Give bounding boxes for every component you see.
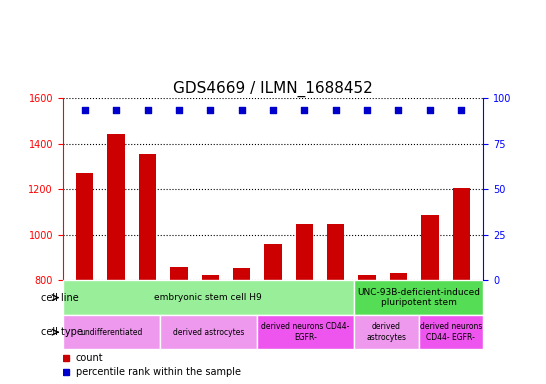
Text: derived
astrocytes: derived astrocytes	[366, 323, 406, 342]
Bar	[453, 188, 470, 280]
Text: cell type: cell type	[41, 327, 82, 337]
Point	[112, 107, 121, 113]
Bar	[139, 154, 156, 280]
Bar	[390, 273, 407, 280]
Title: GDS4669 / ILMN_1688452: GDS4669 / ILMN_1688452	[173, 80, 373, 96]
Text: derived neurons
CD44- EGFR-: derived neurons CD44- EGFR-	[420, 323, 482, 342]
Text: percentile rank within the sample: percentile rank within the sample	[76, 367, 241, 377]
Text: count: count	[76, 353, 103, 363]
Bar	[233, 268, 250, 280]
Point	[363, 107, 371, 113]
Bar	[354, 280, 483, 315]
Text: embryonic stem cell H9: embryonic stem cell H9	[155, 293, 262, 302]
Point	[394, 107, 403, 113]
Bar	[359, 275, 376, 280]
Bar	[63, 315, 160, 349]
Text: derived neurons CD44-
EGFR-: derived neurons CD44- EGFR-	[261, 323, 349, 342]
Bar	[160, 315, 257, 349]
Bar	[201, 275, 219, 280]
Bar	[296, 225, 313, 280]
Text: undifferentiated: undifferentiated	[80, 328, 143, 337]
Point	[238, 107, 246, 113]
Bar	[354, 315, 419, 349]
Point	[269, 107, 277, 113]
Bar	[170, 266, 187, 280]
Point	[175, 107, 183, 113]
Bar	[327, 225, 345, 280]
Text: UNC-93B-deficient-induced
pluripotent stem: UNC-93B-deficient-induced pluripotent st…	[357, 288, 480, 307]
Point	[206, 107, 215, 113]
Point	[425, 107, 434, 113]
Bar	[257, 315, 354, 349]
Bar	[422, 215, 438, 280]
Point	[331, 107, 340, 113]
Point	[143, 107, 152, 113]
Bar	[108, 134, 124, 280]
Point	[80, 107, 89, 113]
Point	[300, 107, 308, 113]
Bar	[63, 280, 354, 315]
Bar	[419, 315, 483, 349]
Bar	[264, 244, 282, 280]
Text: cell line: cell line	[41, 293, 79, 303]
Point	[457, 107, 466, 113]
Bar	[76, 173, 93, 280]
Text: derived astrocytes: derived astrocytes	[173, 328, 244, 337]
